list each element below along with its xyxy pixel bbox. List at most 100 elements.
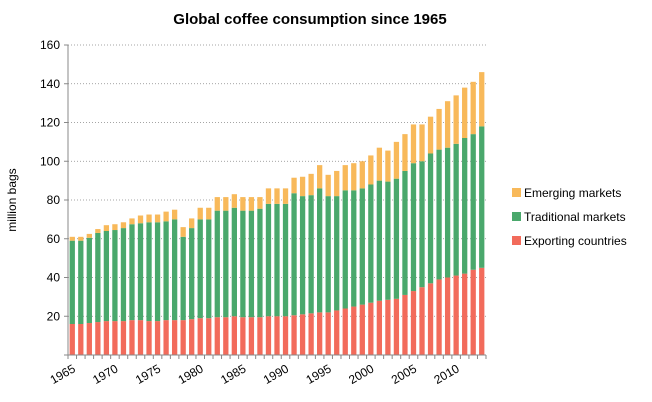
bar-exporting-countries xyxy=(163,320,169,355)
bar-traditional-markets xyxy=(444,147,451,278)
bar-exporting-countries xyxy=(231,316,237,355)
bar-traditional-markets xyxy=(129,224,135,321)
y-tick-label: 160 xyxy=(40,38,60,52)
bar-traditional-markets xyxy=(308,195,314,314)
bar-traditional-markets xyxy=(189,228,195,320)
y-tick-label: 100 xyxy=(40,154,60,168)
bar-traditional-markets xyxy=(86,237,92,324)
bar-traditional-markets xyxy=(368,184,374,303)
bar-exporting-countries xyxy=(95,322,101,355)
bar-emerging-markets xyxy=(308,173,314,196)
bar-traditional-markets xyxy=(359,188,365,305)
bar-emerging-markets xyxy=(265,188,272,204)
bar-traditional-markets xyxy=(223,210,229,318)
x-tick-label: 1995 xyxy=(304,361,334,387)
y-tick-label: 60 xyxy=(47,232,61,246)
bar-emerging-markets xyxy=(154,214,161,223)
bar-exporting-countries xyxy=(214,317,220,355)
bar-traditional-markets xyxy=(214,210,220,318)
bars-group xyxy=(69,72,485,355)
chart-title: Global coffee consumption since 1965 xyxy=(173,11,446,28)
bar-traditional-markets xyxy=(257,208,263,318)
bar-traditional-markets xyxy=(427,153,434,284)
bar-exporting-countries xyxy=(129,320,135,355)
bar-emerging-markets xyxy=(206,207,212,220)
bar-traditional-markets xyxy=(282,203,289,317)
bar-traditional-markets xyxy=(180,236,186,321)
bar-emerging-markets xyxy=(419,124,425,162)
bar-traditional-markets xyxy=(103,231,110,322)
bar-emerging-markets xyxy=(95,229,101,233)
y-tick-label: 20 xyxy=(47,309,61,323)
x-tick-label: 1990 xyxy=(261,361,291,387)
bar-exporting-countries xyxy=(436,279,442,355)
bar-traditional-markets xyxy=(240,210,246,318)
bar-traditional-markets xyxy=(154,222,161,322)
bar-exporting-countries xyxy=(180,320,186,355)
bar-emerging-markets xyxy=(274,188,280,204)
bar-emerging-markets xyxy=(470,81,476,135)
legend-swatch xyxy=(512,188,521,197)
bar-exporting-countries xyxy=(69,324,75,355)
bar-emerging-markets xyxy=(376,147,383,181)
bar-exporting-countries xyxy=(410,291,417,355)
bar-emerging-markets xyxy=(69,236,75,241)
bar-traditional-markets xyxy=(137,223,144,321)
bar-exporting-countries xyxy=(274,316,280,355)
bar-emerging-markets xyxy=(189,218,195,229)
bar-emerging-markets xyxy=(453,95,459,144)
x-tick-label: 1965 xyxy=(48,361,78,387)
bar-exporting-countries xyxy=(470,269,476,355)
x-tick-label: 1985 xyxy=(218,361,248,387)
bar-emerging-markets xyxy=(402,134,408,171)
bar-emerging-markets xyxy=(393,141,400,179)
y-tick-label: 80 xyxy=(47,193,61,207)
bar-exporting-countries xyxy=(197,318,203,355)
bar-emerging-markets xyxy=(240,197,246,211)
y-axis-label: million bags xyxy=(5,168,19,231)
bar-emerging-markets xyxy=(231,194,237,208)
bar-traditional-markets xyxy=(479,126,485,268)
bar-exporting-countries xyxy=(282,316,289,355)
bar-exporting-countries xyxy=(351,306,357,355)
bar-traditional-markets xyxy=(299,196,306,315)
x-tick-label: 1970 xyxy=(90,361,120,387)
bar-exporting-countries xyxy=(419,287,425,355)
axes xyxy=(64,44,487,359)
bar-exporting-countries xyxy=(479,267,485,355)
bar-exporting-countries xyxy=(393,298,400,355)
bar-exporting-countries xyxy=(325,312,331,355)
bar-exporting-countries xyxy=(154,321,161,355)
bar-exporting-countries xyxy=(342,308,348,355)
bar-emerging-markets xyxy=(317,165,323,189)
bar-emerging-markets xyxy=(359,161,365,189)
bar-exporting-countries xyxy=(223,317,229,355)
bar-emerging-markets xyxy=(180,227,186,237)
bar-traditional-markets xyxy=(265,203,272,317)
x-tick-label: 2010 xyxy=(432,361,462,387)
legend-swatch xyxy=(512,212,521,221)
bar-traditional-markets xyxy=(410,163,417,292)
bar-traditional-markets xyxy=(95,232,101,323)
bar-traditional-markets xyxy=(291,193,297,316)
bar-exporting-countries xyxy=(376,300,383,355)
bar-exporting-countries xyxy=(248,317,255,355)
bar-exporting-countries xyxy=(137,320,144,355)
bar-traditional-markets xyxy=(274,203,280,317)
bar-traditional-markets xyxy=(197,219,203,319)
bar-emerging-markets xyxy=(171,209,178,220)
bar-exporting-countries xyxy=(402,294,408,355)
bar-exporting-countries xyxy=(257,317,263,355)
bar-exporting-countries xyxy=(359,304,365,355)
bar-exporting-countries xyxy=(334,310,340,355)
bar-emerging-markets xyxy=(223,197,229,211)
bar-emerging-markets xyxy=(257,197,263,209)
bar-emerging-markets xyxy=(385,150,391,182)
bar-traditional-markets xyxy=(393,178,400,299)
bar-emerging-markets xyxy=(120,222,127,229)
bar-traditional-markets xyxy=(462,138,468,274)
legend-label: Traditional markets xyxy=(524,210,626,224)
bar-exporting-countries xyxy=(240,317,246,355)
bar-exporting-countries xyxy=(112,321,118,355)
bar-emerging-markets xyxy=(214,197,220,211)
